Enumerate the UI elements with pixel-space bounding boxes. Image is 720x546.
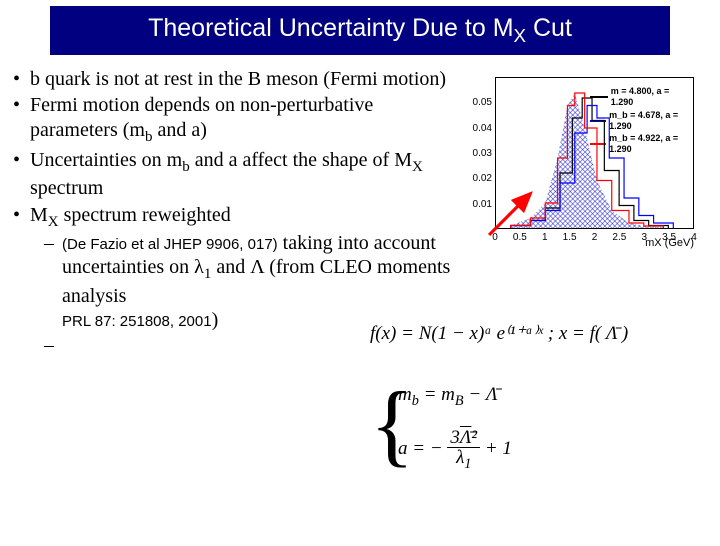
eq3-lhs: a = − (398, 438, 443, 459)
equation-1: f(x) = N(1 − x)ᵃ e⁽¹⁺ᵃ⁾ˣ ; x = f( Λ̄ ) (370, 322, 706, 345)
b4-sub: X (48, 214, 59, 230)
xtick: 1 (542, 232, 548, 243)
text-column: b quark is not at rest in the B meson (F… (8, 67, 463, 359)
xtick: 0.5 (513, 232, 527, 243)
eq3-num-pre: 3 (450, 427, 460, 448)
equation-block: mb = mB − Λ̄ a = − 3Λ̄² λ1 + 1 (398, 384, 512, 489)
ytick: 0.04 (465, 123, 492, 134)
mx-spectrum-chart: m = 4.800, a = 1.290 m_b = 4.678, a = 1.… (465, 71, 700, 251)
ytick: 0.01 (465, 199, 492, 210)
title-sub: X (514, 25, 527, 46)
equation-2: mb = mB − Λ̄ (398, 384, 512, 410)
eq3-fraction: 3Λ̄² λ1 (447, 428, 480, 471)
ytick: 0.03 (465, 148, 492, 159)
ytick: 0.05 (465, 97, 492, 108)
chart-column: m = 4.800, a = 1.290 m_b = 4.678, a = 1.… (463, 67, 708, 359)
sub-bullet-1: (De Fazio et al JHEP 9906, 017) taking i… (44, 231, 459, 332)
b4-post: spectrum reweighted (59, 204, 231, 226)
b3-sub2: X (412, 159, 423, 175)
b3-mid: and a affect the shape of M (190, 149, 412, 171)
xtick: 3.5 (662, 232, 676, 243)
sub1-cite: (De Fazio et al JHEP 9906, 017) (62, 236, 278, 253)
ytick: 0.02 (465, 173, 492, 184)
sub1-close: ) (212, 309, 219, 331)
eq2-lhs: m (398, 384, 412, 405)
xtick: 3 (641, 232, 647, 243)
bullet-1: b quark is not at rest in the B meson (F… (8, 67, 459, 91)
eq2-sub: b (412, 393, 419, 409)
eq3-den-sub: 1 (464, 456, 471, 472)
bullet-1-text: b quark is not at rest in the B meson (F… (30, 68, 446, 90)
eq1-text: f(x) = N(1 − x)ᵃ e⁽¹⁺ᵃ⁾ˣ ; x = f( Λ̄ ) (370, 323, 628, 344)
bullet-3: Uncertainties on mb and a affect the sha… (8, 148, 459, 201)
b3-post: spectrum (30, 177, 103, 199)
eq3-rhs: + 1 (485, 438, 512, 459)
xtick: 0 (492, 232, 498, 243)
xtick: 4 (691, 232, 697, 243)
title-post: Cut (526, 14, 572, 42)
content: b quark is not at rest in the B meson (F… (0, 65, 720, 359)
equation-3: a = − 3Λ̄² λ1 + 1 (398, 428, 512, 471)
eq3-num-post: ² (471, 427, 477, 448)
xtick: 2.5 (612, 232, 626, 243)
eq2-rhs: − Λ̄ (464, 384, 498, 405)
b3-sub: b (182, 159, 190, 175)
eq2-mid: = m (419, 384, 455, 405)
arrow-icon (487, 185, 539, 237)
title-pre: Theoretical Uncertainty Due to M (148, 14, 513, 42)
eq3-num-bar: Λ̄ (460, 427, 471, 448)
eq2-sub2: B (455, 393, 464, 409)
title-bar: Theoretical Uncertainty Due to MX Cut (50, 6, 670, 55)
bullet-2: Fermi motion depends on non-perturbative… (8, 93, 459, 146)
b3-pre: Uncertainties on m (30, 149, 182, 171)
sub1-ref: PRL 87: 251808, 2001 (62, 313, 212, 330)
b2-post: and a) (152, 119, 206, 141)
xtick: 1.5 (563, 232, 577, 243)
xtick: 2 (592, 232, 598, 243)
b4-pre: M (30, 204, 48, 226)
